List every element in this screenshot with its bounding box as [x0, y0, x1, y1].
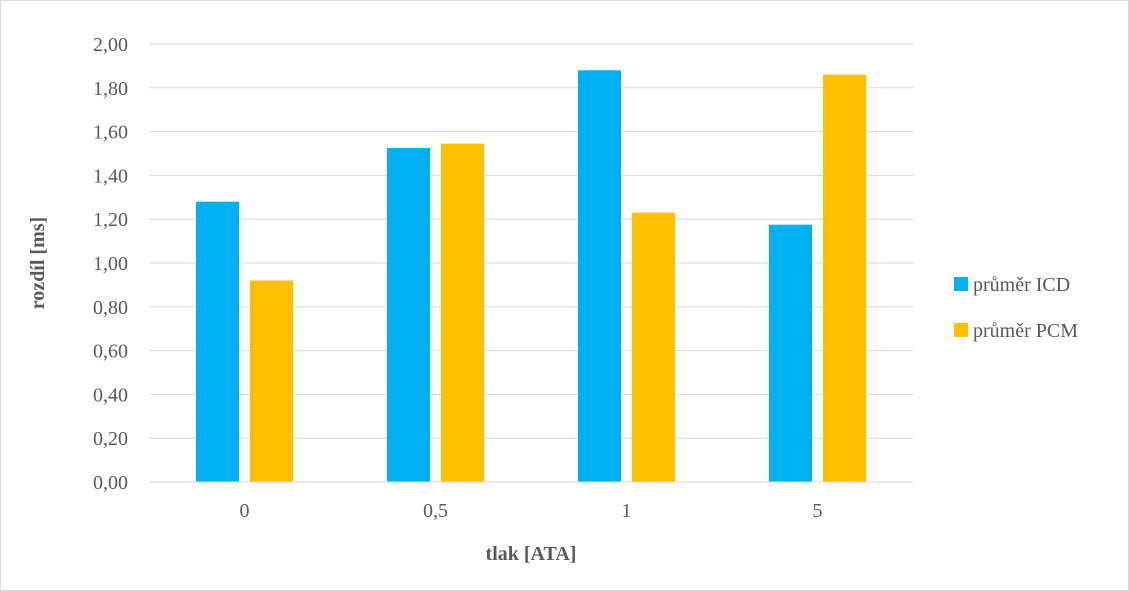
y-tick-label: 1,60: [93, 122, 128, 144]
bar-pcm-2: [632, 212, 675, 482]
y-tick-label: 0,20: [93, 428, 128, 450]
x-tick-label: 0: [240, 500, 250, 522]
y-axis-title: rozdíl [ms]: [27, 217, 49, 309]
x-tick-label: 0,5: [423, 500, 448, 522]
y-tick-label: 1,00: [93, 253, 128, 275]
y-tick-label: 0,40: [93, 384, 128, 406]
bars: [196, 70, 866, 483]
bar-icd-2: [578, 70, 621, 482]
bar-pcm-1: [441, 143, 484, 482]
bar-icd-3: [769, 224, 812, 483]
bar-icd-0: [196, 201, 239, 482]
y-tick-label: 0,60: [93, 341, 128, 363]
y-tick-label: 1,20: [93, 209, 128, 231]
y-tick-label: 0,00: [93, 472, 128, 494]
legend-swatch-icd: [954, 277, 968, 291]
legend-swatch-pcm: [954, 323, 968, 337]
x-tick-label: 5: [813, 500, 823, 522]
bar-pcm-0: [250, 280, 293, 482]
axes: 0,00 0,20 0,40 0,60 0,80 1,00 1,20 1,40 1,60 1,80…: [27, 34, 913, 565]
y-tick-label: 1,80: [93, 78, 128, 100]
x-tick-label: 1: [622, 500, 632, 522]
y-tick-label: 1,40: [93, 165, 128, 187]
legend-label-pcm: průměr PCM: [973, 320, 1078, 342]
legend-label-icd: průměr ICD: [973, 274, 1070, 296]
legend: průměr ICD průměr PCM: [954, 274, 1078, 342]
bar-pcm-3: [823, 74, 866, 482]
y-tick-label: 0,80: [93, 297, 128, 319]
x-axis-title: tlak [ATA]: [486, 543, 577, 565]
y-tick-label: 2,00: [93, 34, 128, 56]
bar-icd-1: [387, 148, 430, 482]
